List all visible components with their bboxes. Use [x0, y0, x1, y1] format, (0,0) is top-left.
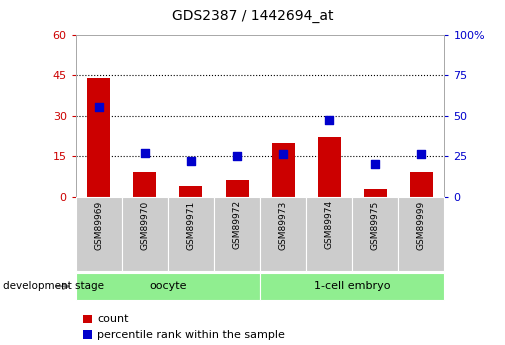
- Bar: [272, 142, 294, 197]
- Text: percentile rank within the sample: percentile rank within the sample: [97, 330, 285, 339]
- Text: oocyte: oocyte: [149, 282, 187, 291]
- Text: GDS2387 / 1442694_at: GDS2387 / 1442694_at: [172, 9, 333, 23]
- Point: [325, 118, 333, 123]
- Bar: [87, 78, 110, 197]
- Bar: [226, 180, 248, 197]
- Bar: [364, 188, 387, 197]
- Text: GSM89972: GSM89972: [232, 200, 241, 249]
- Point: [187, 158, 195, 164]
- Point: [95, 105, 103, 110]
- Point: [417, 152, 425, 157]
- Text: GSM89969: GSM89969: [94, 200, 104, 250]
- Text: GSM89973: GSM89973: [279, 200, 288, 250]
- Text: 1-cell embryo: 1-cell embryo: [314, 282, 390, 291]
- Text: GSM89999: GSM89999: [417, 200, 426, 250]
- Point: [371, 161, 379, 167]
- Point: [141, 150, 149, 156]
- Point: [279, 152, 287, 157]
- Bar: [318, 137, 341, 197]
- Bar: [410, 172, 433, 197]
- Text: GSM89970: GSM89970: [140, 200, 149, 250]
- Text: GSM89975: GSM89975: [371, 200, 380, 250]
- Point: [233, 153, 241, 159]
- Text: development stage: development stage: [3, 282, 104, 291]
- Bar: [179, 186, 203, 197]
- Text: count: count: [97, 314, 129, 324]
- Bar: [133, 172, 157, 197]
- Text: GSM89971: GSM89971: [186, 200, 195, 250]
- Text: GSM89974: GSM89974: [325, 200, 334, 249]
